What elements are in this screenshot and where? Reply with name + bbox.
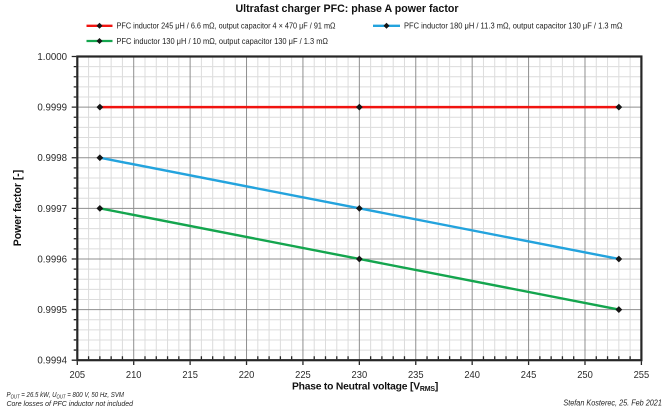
svg-text:255: 255 [634,370,650,381]
svg-text:0.9995: 0.9995 [37,305,67,316]
svg-text:POUT = 26.5 kW, UOUT = 800 V,: POUT = 26.5 kW, UOUT = 800 V, 50 Hz, SVM [7,390,125,400]
svg-text:PFC inductor 245 μH / 6.6 mΩ,: PFC inductor 245 μH / 6.6 mΩ, output cap… [117,21,336,31]
svg-text:PFC inductor 180 μH / 11.3 mΩ,: PFC inductor 180 μH / 11.3 mΩ, output ca… [404,21,623,31]
svg-text:235: 235 [408,370,424,381]
svg-text:1.0000: 1.0000 [37,52,67,63]
svg-text:Stefan Kosterec, 25. Feb 2021: Stefan Kosterec, 25. Feb 2021 [563,398,662,407]
svg-text:Ultrafast charger PFC: phase A: Ultrafast charger PFC: phase A power fac… [236,3,460,15]
svg-text:205: 205 [70,370,86,381]
svg-text:220: 220 [239,370,255,381]
svg-text:215: 215 [182,370,198,381]
svg-text:230: 230 [352,370,368,381]
svg-text:225: 225 [295,370,311,381]
svg-text:PFC inductor 130 μH / 10 mΩ, o: PFC inductor 130 μH / 10 mΩ, output capa… [117,36,329,46]
svg-text:0.9997: 0.9997 [37,204,67,215]
svg-text:Core losses of PFC inductor no: Core losses of PFC inductor not included [7,399,134,408]
svg-text:0.9999: 0.9999 [37,103,67,114]
svg-text:0.9998: 0.9998 [37,153,67,164]
svg-text:0.9994: 0.9994 [37,356,67,367]
svg-text:240: 240 [464,370,480,381]
svg-text:Phase to Neutral voltage [VRMS: Phase to Neutral voltage [VRMS] [292,382,438,394]
svg-text:250: 250 [577,370,593,381]
svg-text:Power factor [-]: Power factor [-] [12,170,24,247]
svg-text:0.9996: 0.9996 [37,254,67,265]
svg-text:210: 210 [126,370,142,381]
svg-text:245: 245 [521,370,537,381]
